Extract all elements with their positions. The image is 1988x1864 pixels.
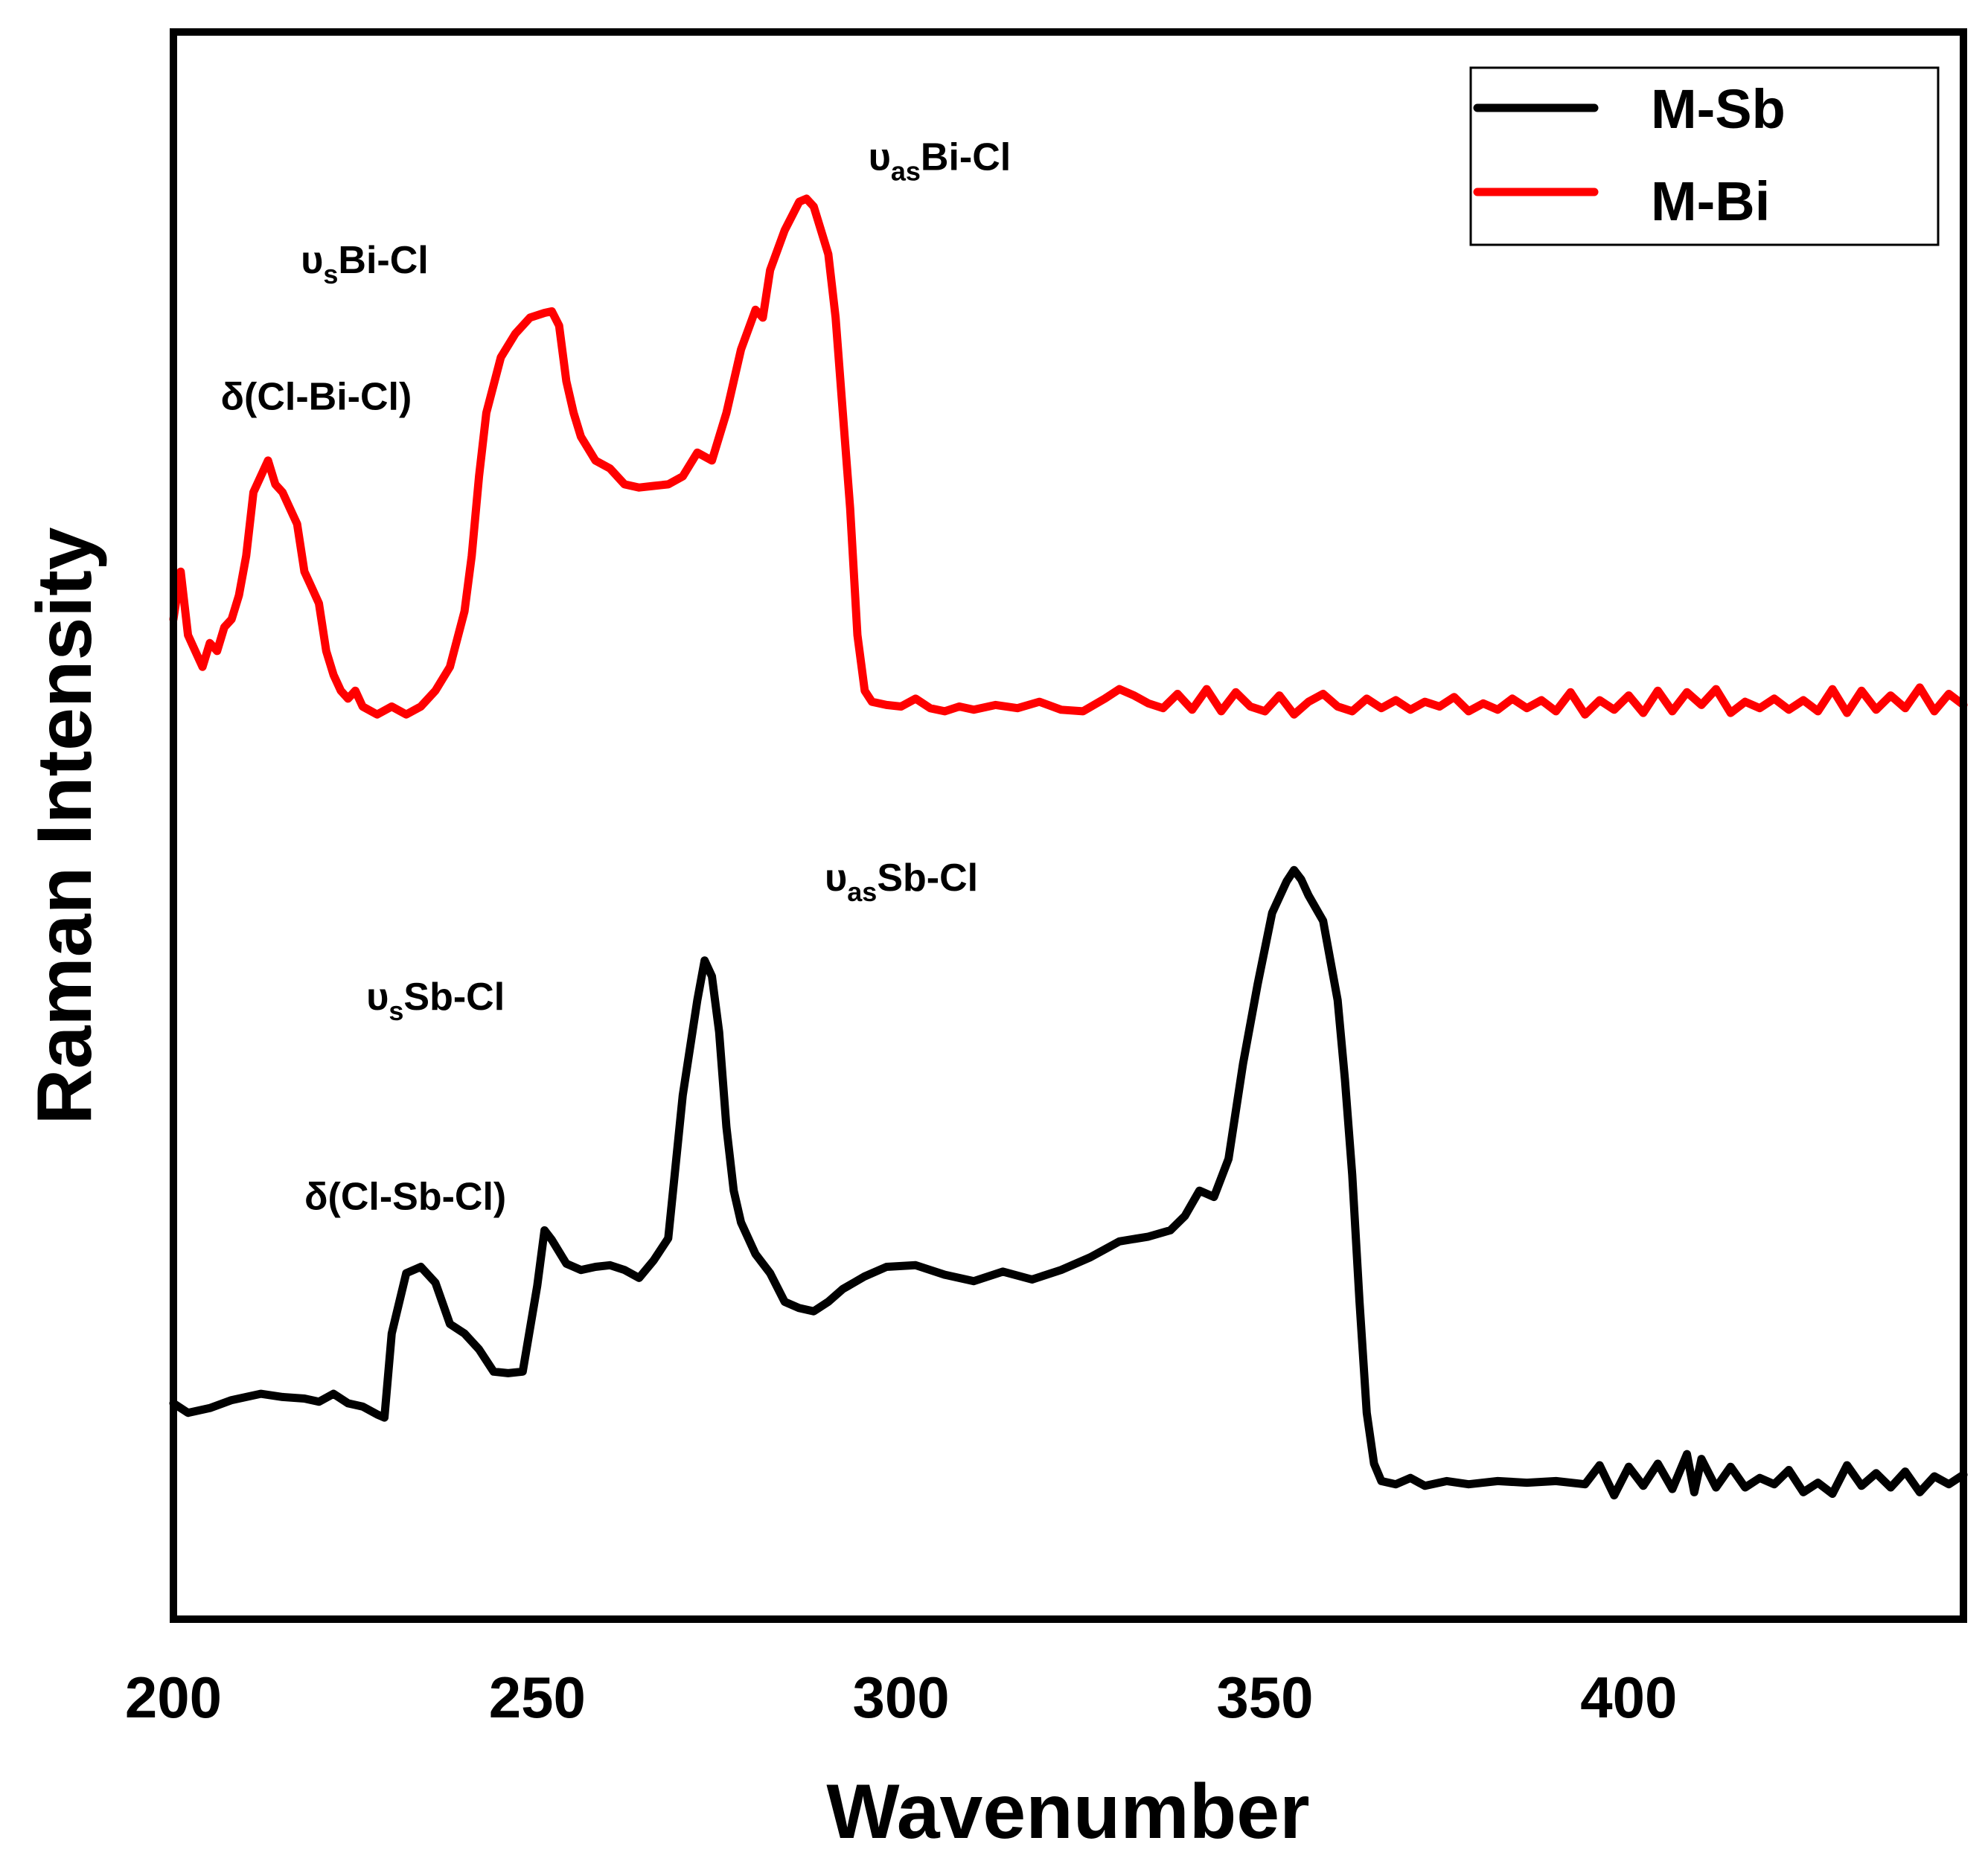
x-tick-label-200: 200 — [125, 1665, 222, 1730]
x-axis-ticks: 200 250 300 350 400 — [125, 1665, 1677, 1730]
x-tick-label-350: 350 — [1216, 1665, 1313, 1730]
legend: M-Sb M-Bi — [1469, 66, 1940, 246]
series-line-m-sb — [169, 865, 1968, 1500]
y-axis-title: Raman Intensity — [22, 527, 108, 1124]
x-axis-title: Wavenumber — [826, 1769, 1309, 1855]
x-tick-label-400: 400 — [1580, 1665, 1677, 1730]
peak-annotation-1: δ(Cl-Bi-Cl) — [221, 376, 412, 419]
series-layer — [169, 194, 1968, 1500]
series-line-m-bi — [169, 194, 1968, 719]
x-tick-label-250: 250 — [489, 1665, 586, 1730]
legend-label-m-bi: M-Bi — [1651, 170, 1770, 232]
annotation-layer: δ(Cl-Bi-Cl) υsBi-Cl υasBi-Cl δ(Cl-Sb-Cl) υsS… — [221, 136, 1011, 1219]
peak-annotation-2: υsBi-Cl — [301, 239, 429, 289]
legend-label-m-sb: M-Sb — [1651, 78, 1786, 140]
peak-annotation-6: υasSb-Cl — [825, 856, 978, 907]
peak-annotation-3: υasBi-Cl — [869, 136, 1011, 187]
legend-box — [1469, 66, 1940, 246]
peak-annotation-4: δ(Cl-Sb-Cl) — [304, 1176, 506, 1219]
peak-annotation-5: υsSb-Cl — [366, 976, 505, 1026]
x-tick-label-300: 300 — [853, 1665, 950, 1730]
plot-frame — [170, 28, 1967, 1623]
